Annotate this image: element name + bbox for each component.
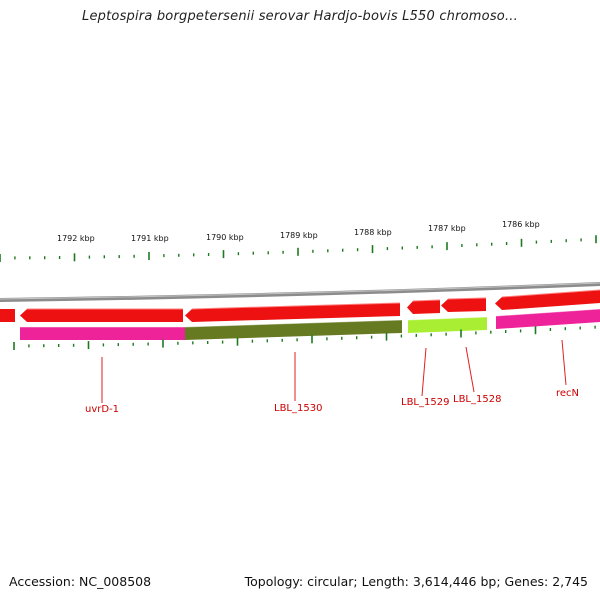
scale-label-1787: 1787 kbp bbox=[428, 224, 466, 233]
scale-label-1791: 1791 kbp bbox=[131, 234, 169, 243]
scale-label-1786: 1786 kbp bbox=[502, 220, 540, 229]
gene-label-LBL_1529[interactable]: LBL_1529 bbox=[401, 397, 449, 408]
band-recN[interactable] bbox=[496, 309, 600, 329]
cds-arrow-left-edge[interactable] bbox=[0, 309, 15, 322]
scale-labels: 1792 kbp 1791 kbp 1790 kbp 1789 kbp 1788… bbox=[57, 220, 540, 243]
lower-scale-ticks bbox=[13, 325, 596, 350]
cds-arrow-LBL_1528[interactable] bbox=[441, 298, 486, 312]
upper-scale-ticks bbox=[0, 235, 597, 262]
cds-arrow-track bbox=[0, 289, 600, 322]
gene-labels: uvrD-1 LBL_1530 LBL_1529 LBL_1528 recN bbox=[85, 388, 579, 415]
cds-arrow-recN[interactable] bbox=[495, 290, 600, 310]
topology-text: Topology: circular; Length: 3,614,446 bp… bbox=[244, 574, 588, 589]
chromosome-backbone-highlight bbox=[0, 282, 600, 300]
band-LBL_1530[interactable] bbox=[185, 320, 402, 340]
scale-label-1790: 1790 kbp bbox=[206, 233, 244, 242]
gene-label-recN[interactable]: recN bbox=[556, 388, 579, 399]
gene-label-uvrD-1[interactable]: uvrD-1 bbox=[85, 404, 119, 415]
scale-label-1789: 1789 kbp bbox=[280, 231, 318, 240]
leader-LBL_1528 bbox=[465, 346, 475, 393]
chromosome-backbone bbox=[0, 282, 600, 302]
cds-arrow-uvrD-1[interactable] bbox=[20, 309, 183, 322]
cds-arrow-LBL_1529[interactable] bbox=[407, 300, 440, 314]
gene-leader-lines bbox=[101, 339, 567, 403]
leader-LBL_1529 bbox=[421, 347, 427, 397]
feature-band-track bbox=[20, 308, 600, 340]
scale-label-1788: 1788 kbp bbox=[354, 228, 392, 237]
map-title: Leptospira borgpetersenii serovar Hardjo… bbox=[82, 9, 518, 24]
band-LBL_1529-1528[interactable] bbox=[408, 317, 487, 333]
scale-label-1792: 1792 kbp bbox=[57, 234, 95, 243]
accession-text: Accession: NC_008508 bbox=[9, 574, 152, 589]
gene-label-LBL_1528[interactable]: LBL_1528 bbox=[453, 394, 501, 405]
gene-label-LBL_1530[interactable]: LBL_1530 bbox=[274, 403, 322, 414]
band-uvrD-1[interactable] bbox=[20, 327, 185, 340]
leader-recN bbox=[561, 339, 567, 386]
